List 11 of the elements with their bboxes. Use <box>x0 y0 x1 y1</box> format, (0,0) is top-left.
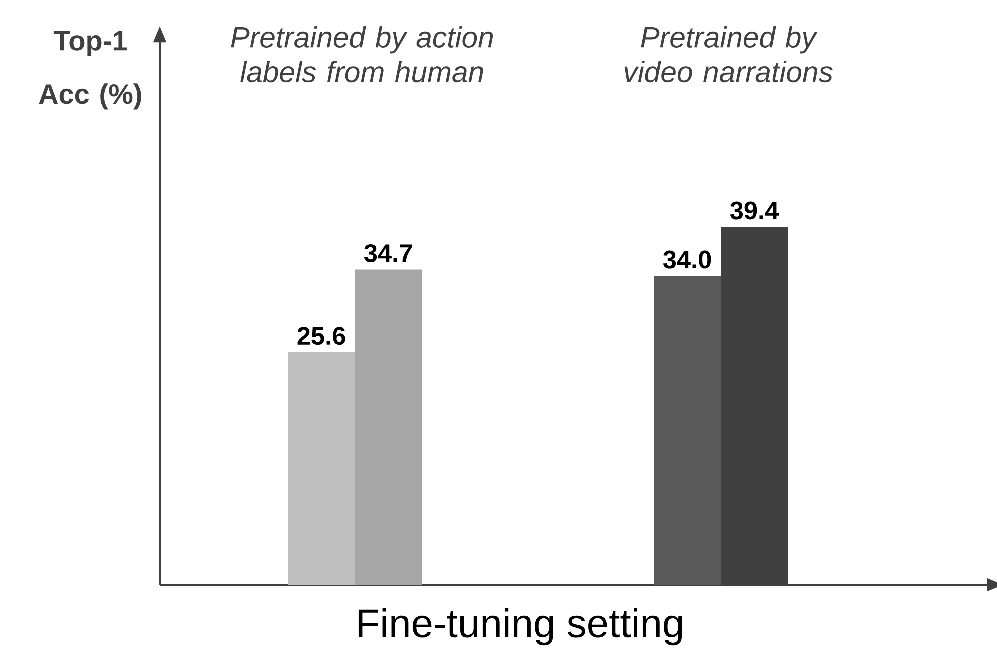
bar <box>654 276 722 585</box>
data-label: 39.4 <box>730 202 780 220</box>
annotation: Pretrained by video narrations <box>624 26 833 83</box>
annotation: Pretrained by action labels from human <box>231 26 494 83</box>
data-label: 25.6 <box>298 327 346 346</box>
data-label: 34.0 <box>663 250 712 269</box>
x-axis-title: Fine-tuning setting <box>358 608 682 646</box>
y-axis-title: Top-1 Acc (%) <box>39 31 142 110</box>
data-label: 34.7 <box>364 244 412 262</box>
bar <box>355 270 422 585</box>
bar <box>288 352 356 585</box>
